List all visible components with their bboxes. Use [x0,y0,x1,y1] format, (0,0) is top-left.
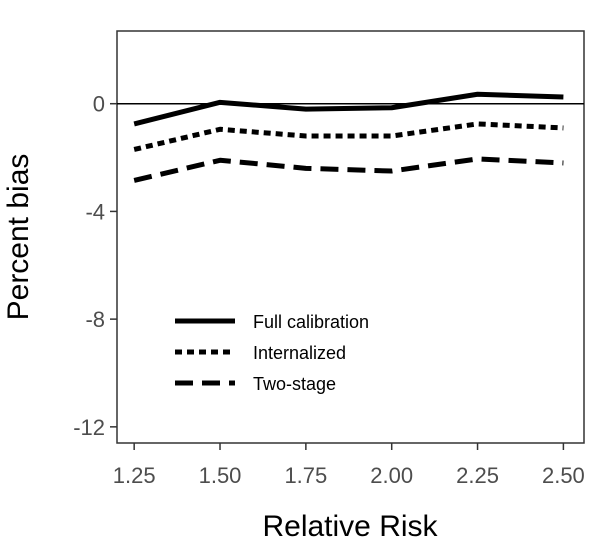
y-tick-label: -12 [73,415,105,440]
series-lines [133,91,564,183]
series-line-dotted [133,121,564,152]
y-axis-title: Percent bias [2,154,35,321]
y-axis-ticks: 0 -4 -8 -12 [73,92,117,440]
legend-label: Two-stage [253,374,336,394]
legend: Full calibration Internalized Two-stage [175,312,369,394]
x-axis-title: Relative Risk [262,510,438,543]
series-line-dashed [133,156,564,183]
x-axis-ticks: 1.25 1.50 1.75 2.00 2.25 2.50 [113,443,585,488]
series-line-solid [133,91,564,127]
x-tick-label: 2.25 [456,463,499,488]
legend-label: Full calibration [253,312,369,332]
y-tick-label: -4 [85,199,105,224]
plot-panel [116,30,585,444]
x-tick-label: 1.75 [284,463,327,488]
x-tick-label: 2.50 [542,463,585,488]
x-tick-label: 1.25 [113,463,156,488]
x-tick-label: 1.50 [199,463,242,488]
x-tick-label: 2.00 [370,463,413,488]
y-tick-label: 0 [93,92,105,117]
y-tick-label: -8 [85,307,105,332]
legend-label: Internalized [253,343,346,363]
